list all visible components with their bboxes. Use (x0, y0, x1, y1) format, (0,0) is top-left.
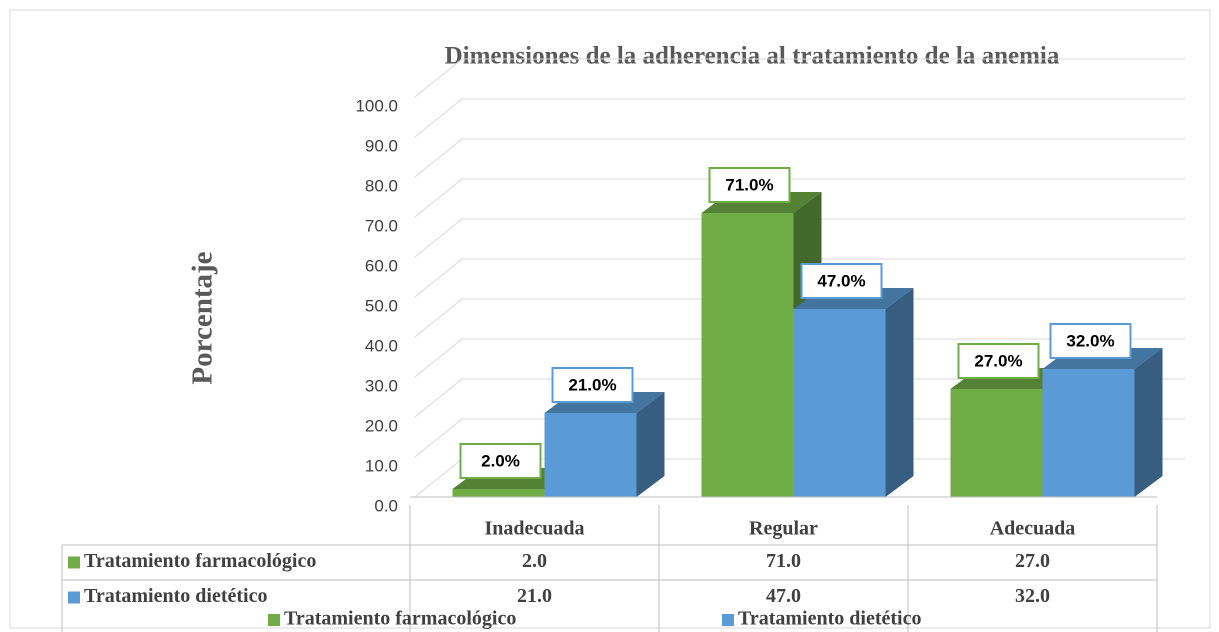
grid-line (414, 58, 1185, 98)
bar (544, 413, 637, 497)
chart-title: Dimensiones de la adherencia al tratamie… (445, 43, 1060, 70)
bar (793, 309, 886, 497)
bar-side (636, 392, 665, 497)
legend-key (268, 614, 280, 626)
data-label: 47.0% (817, 271, 865, 290)
data-label: 21.0% (568, 375, 616, 394)
legend-key (722, 614, 734, 626)
y-tick-label: 20.0 (365, 416, 398, 435)
grid-line (414, 418, 1185, 458)
data-label-box (551, 367, 634, 403)
y-axis-label: Porcentaje (187, 251, 219, 384)
data-label: 32.0% (1066, 331, 1114, 350)
legend-label: Tratamiento farmacológico (284, 608, 516, 630)
bar-side (885, 288, 914, 497)
bar (1042, 369, 1135, 497)
grid-line (414, 178, 1185, 218)
table-cell: 32.0 (1015, 585, 1050, 607)
grid-line (414, 378, 1185, 418)
data-label: 2.0% (481, 451, 520, 470)
table-cell: 47.0 (766, 585, 801, 607)
bar (701, 213, 794, 497)
table-cell: 27.0 (1015, 550, 1050, 572)
x-tick-label: Adecuada (990, 518, 1076, 540)
grid-line (414, 138, 1185, 178)
grid-line (414, 258, 1185, 298)
data-label: 27.0% (974, 351, 1022, 370)
y-tick-label: 80.0 (365, 176, 398, 195)
x-tick-label: Inadecuada (484, 518, 584, 540)
data-label-box (957, 343, 1040, 379)
y-tick-label: 60.0 (365, 256, 398, 275)
data-label-box (708, 167, 791, 203)
y-tick-label: 50.0 (365, 296, 398, 315)
data-label: 71.0% (725, 175, 773, 194)
table-cell: 2.0 (522, 550, 547, 572)
legend-label: Tratamiento dietético (738, 608, 921, 630)
bar (452, 489, 545, 497)
data-label-box (1049, 323, 1132, 359)
table-row-label: Tratamiento farmacológico (84, 550, 316, 572)
table-row-label: Tratamiento dietético (84, 585, 267, 607)
grid-line (414, 218, 1185, 258)
y-tick-label: 70.0 (365, 216, 398, 235)
x-tick-label: Regular (749, 518, 818, 540)
chart-border (9, 9, 1211, 629)
data-label-box (459, 443, 542, 479)
bar (950, 389, 1043, 497)
table-cell: 21.0 (517, 585, 552, 607)
bar-side (1134, 348, 1163, 497)
y-tick-label: 10.0 (365, 456, 398, 475)
grid-line (414, 298, 1185, 338)
y-tick-label: 40.0 (365, 336, 398, 355)
y-tick-label: 90.0 (365, 136, 398, 155)
data-label-box (800, 263, 883, 299)
y-tick-label: 30.0 (365, 376, 398, 395)
y-tick-label: 0.0 (374, 496, 398, 515)
grid-line (414, 338, 1185, 378)
grid-line (414, 98, 1185, 138)
table-cell: 71.0 (766, 550, 801, 572)
table-legend-key (68, 591, 80, 604)
table-legend-key (68, 556, 80, 569)
y-tick-label: 100.0 (355, 96, 398, 115)
